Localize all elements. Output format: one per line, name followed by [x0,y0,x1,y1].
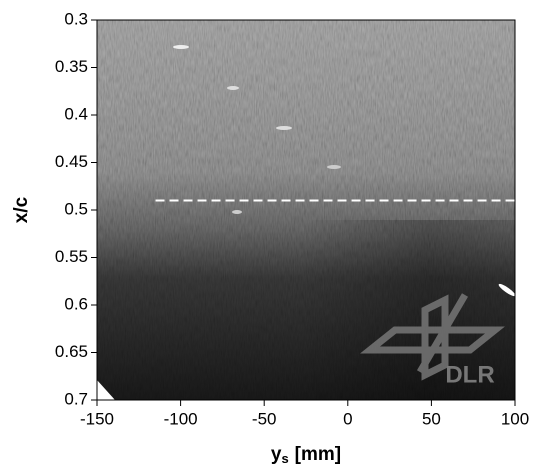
logo-text: DLR [445,361,494,388]
x-label-suffix: [mm] [295,444,341,465]
x-tick-label: -150 [80,409,114,428]
x-label-text: y [271,444,282,465]
y-tick-label: 0.7 [64,389,88,408]
x-label-subscript: s [281,451,288,466]
y-tick-label: 0.55 [55,247,88,266]
y-tick-label: 0.65 [55,342,88,361]
y-tick-label: 0.5 [64,199,88,218]
y-tick-label: 0.6 [64,294,88,313]
logo-mark [360,293,505,381]
x-tick-label: -50 [252,409,277,428]
y-tick-label: 0.4 [64,104,88,123]
x-tick-label: -100 [164,409,198,428]
y-tick-label: 0.45 [55,152,88,171]
image-field: DLR [97,20,515,400]
y-tick-label: 0.35 [55,57,88,76]
y-axis-label: x/c [11,196,32,223]
x-tick-label: 50 [422,409,441,428]
x-tick-label: 0 [343,409,352,428]
y-tick-label: 0.3 [64,9,88,28]
x-tick-label: 100 [501,409,529,428]
x-axis-label: ys [mm] [271,444,341,466]
